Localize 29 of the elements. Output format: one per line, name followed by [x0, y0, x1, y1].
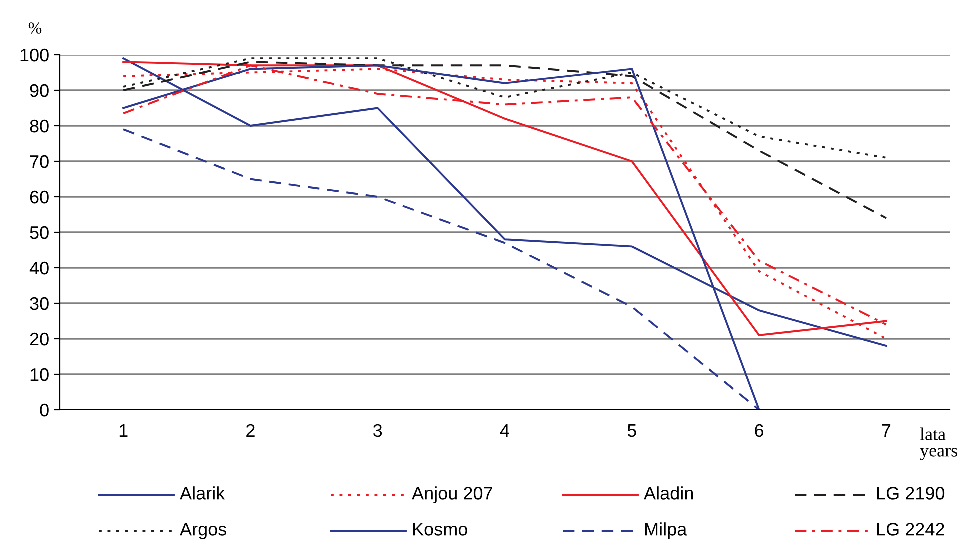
y-tick-label: 50	[30, 226, 49, 240]
y-tick-label: 0	[40, 404, 49, 417]
legend-label: Argos	[180, 523, 227, 540]
y-tick-label: 40	[30, 262, 49, 275]
y-tick-label: 90	[30, 84, 49, 98]
legend-label: Aladin	[644, 486, 694, 500]
x-tick-label: 5	[628, 424, 636, 438]
x-tick-label: 4	[500, 424, 510, 437]
y-tick-label: 60	[30, 190, 49, 204]
x-tick-label: 6	[755, 424, 764, 438]
y-tick-label: 70	[30, 155, 49, 168]
line-series	[122, 61, 888, 220]
legend-label: Alarik	[180, 486, 226, 500]
legend-label: Milpa	[645, 522, 688, 540]
legend-label: LG 2190	[877, 487, 945, 500]
y-tick-label: 10	[30, 368, 49, 382]
y-axis-title: %	[28, 22, 42, 34]
x-axis-title: lata years	[920, 428, 958, 461]
x-tick-label: 3	[374, 424, 382, 438]
y-tick-label: 20	[30, 332, 49, 346]
y-tick-label: 30	[30, 297, 49, 310]
y-tick-label: 100	[20, 48, 49, 62]
x-tick-label: 7	[882, 424, 891, 437]
legend-label: LG 2242	[877, 523, 944, 536]
legend-label: Kosmo	[413, 523, 468, 536]
y-tick-label: 80	[30, 120, 49, 133]
x-tick-label: 2	[246, 424, 255, 437]
legend-label: Anjou 207	[412, 486, 492, 504]
x-tick-label: 1	[120, 424, 128, 437]
